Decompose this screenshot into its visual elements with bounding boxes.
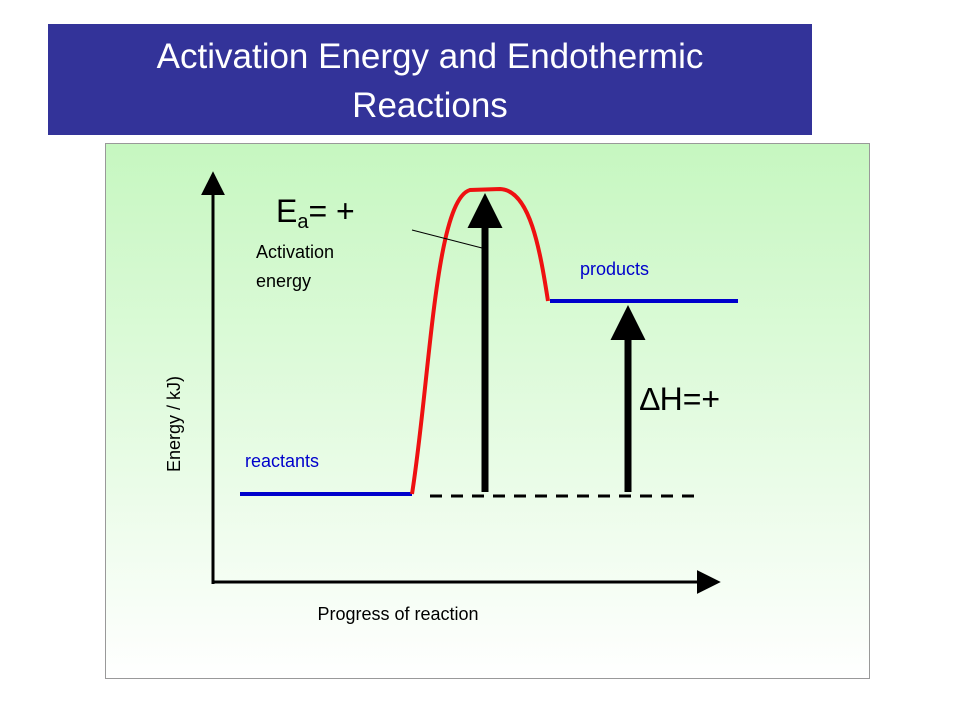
activation-label: Activation — [256, 242, 334, 262]
y-axis-label: Energy / kJ) — [164, 376, 184, 472]
energy-curve — [410, 186, 550, 495]
ea-subscript: a — [297, 211, 309, 233]
reactants-label: reactants — [245, 451, 319, 471]
pointer-line — [411, 229, 483, 249]
title-bar — [48, 24, 812, 135]
activation-label: energy — [256, 271, 311, 291]
ea-label: Ea= + — [276, 193, 355, 233]
products-label: products — [580, 259, 649, 279]
title-line: Activation Energy and Endothermic — [157, 37, 704, 76]
ea-symbol: E — [276, 193, 297, 229]
ea-text: = + — [308, 193, 354, 229]
x-axis-label: Progress of reaction — [317, 604, 478, 624]
enthalpy-label: ∆H=+ — [640, 381, 720, 417]
title-line: Reactions — [352, 86, 508, 125]
